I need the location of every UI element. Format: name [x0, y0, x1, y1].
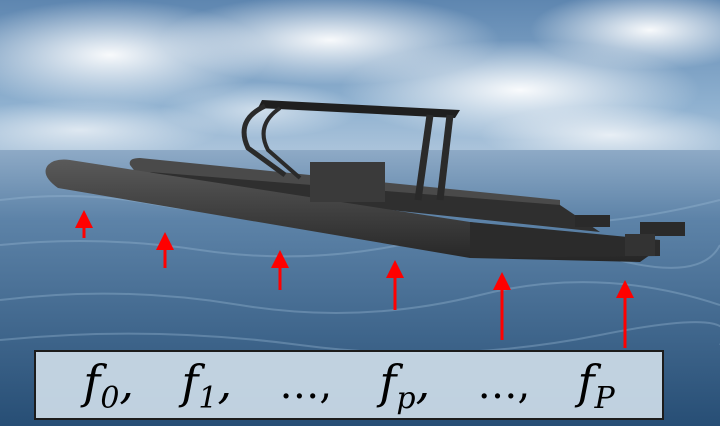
force-caption: f0, f1, …, fp, …, fP [34, 350, 664, 420]
up-arrow-icon [75, 210, 93, 238]
up-arrow-icon [616, 280, 634, 348]
force-f0: f0, [83, 354, 135, 416]
force-f1: f1, [181, 354, 233, 416]
boat [45, 100, 685, 262]
ellipsis-2: …, [477, 362, 531, 408]
force-arrows [75, 210, 634, 348]
force-fp: fp, [379, 354, 431, 416]
up-arrow-icon [493, 272, 511, 340]
up-arrow-icon [271, 250, 289, 290]
force-fP: fP [577, 354, 615, 416]
ellipsis-1: …, [279, 362, 333, 408]
up-arrow-icon [156, 232, 174, 268]
up-arrow-icon [386, 260, 404, 310]
clouds [0, 0, 720, 165]
